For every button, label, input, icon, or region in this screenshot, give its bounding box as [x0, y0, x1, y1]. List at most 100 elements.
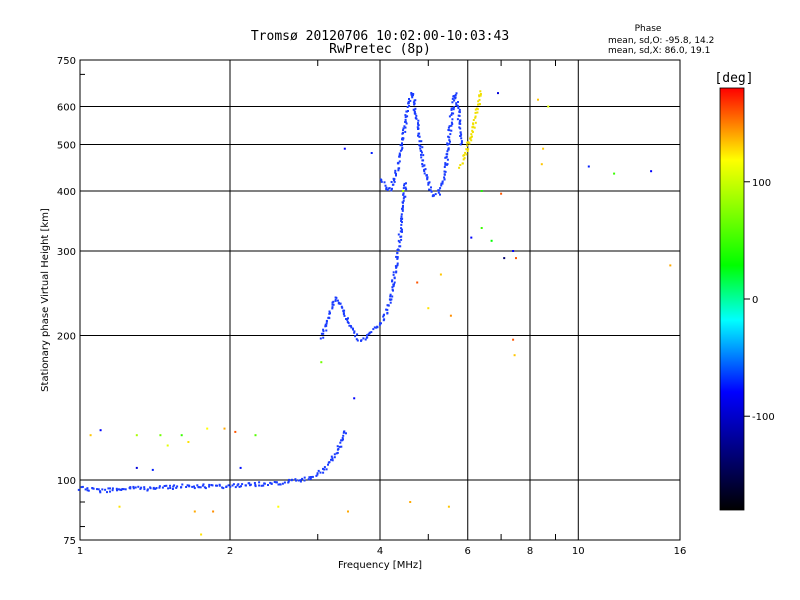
data-point [398, 160, 401, 163]
data-point [400, 213, 403, 216]
data-point [393, 180, 396, 183]
x-axis-ticks: 1 2 4 6 8 10 16 [77, 60, 686, 557]
data-point [457, 101, 459, 103]
data-point [407, 100, 410, 103]
data-point [234, 486, 237, 489]
data-point [244, 484, 247, 487]
data-point [443, 166, 446, 168]
data-point [372, 328, 375, 331]
data-point [458, 126, 461, 129]
data-point [447, 126, 450, 129]
data-point [439, 193, 441, 196]
data-point [420, 156, 423, 159]
chart-subtitle: RwPretec (8p) [329, 42, 431, 57]
data-point [397, 169, 400, 172]
data-point [471, 129, 474, 132]
data-point [440, 182, 443, 185]
data-point [480, 190, 483, 192]
data-point [188, 484, 191, 487]
data-point [134, 486, 137, 489]
data-point [391, 295, 394, 298]
data-point [449, 133, 452, 136]
data-point [411, 96, 414, 99]
data-point [411, 93, 414, 95]
data-point [474, 111, 477, 114]
data-point [406, 106, 409, 108]
data-point [253, 482, 256, 484]
data-point [322, 332, 325, 335]
data-point [445, 156, 448, 159]
data-point [391, 286, 394, 289]
data-point [104, 488, 107, 491]
data-point [419, 147, 422, 150]
data-point [303, 476, 306, 479]
data-point [439, 187, 442, 190]
data-point [398, 167, 401, 170]
data-point [401, 206, 404, 209]
data-point [444, 170, 447, 173]
data-point [400, 217, 402, 220]
data-point [391, 187, 393, 190]
data-point [106, 491, 108, 494]
data-point [402, 204, 404, 207]
data-point [212, 510, 215, 513]
data-point [342, 434, 345, 437]
data-point [392, 285, 395, 288]
data-point [322, 328, 325, 331]
data-point [392, 273, 395, 276]
data-point [477, 103, 479, 106]
colorbar-label: [deg] [714, 71, 753, 86]
data-point [455, 103, 458, 106]
data-point [310, 476, 313, 478]
data-point [99, 490, 101, 493]
data-point [240, 485, 242, 488]
data-point [115, 487, 118, 490]
data-point [341, 306, 344, 309]
data-point [443, 170, 446, 173]
data-point [480, 227, 483, 229]
data-point [294, 478, 297, 481]
data-point [426, 177, 429, 179]
data-point [404, 121, 407, 123]
data-point [458, 166, 461, 169]
data-point [430, 186, 432, 189]
data-point [172, 485, 175, 488]
data-point [427, 307, 430, 310]
data-point [479, 103, 481, 106]
data-point [542, 147, 545, 150]
data-point [459, 127, 462, 130]
data-point [476, 111, 479, 114]
data-point [420, 140, 423, 143]
data-point [241, 483, 244, 486]
data-point [347, 322, 350, 324]
data-point [458, 121, 461, 124]
data-point [109, 487, 111, 490]
data-point [413, 103, 416, 106]
data-point [135, 434, 138, 437]
data-point [453, 99, 456, 102]
data-point [229, 485, 232, 488]
chart-title: Tromsø 20120706 10:02:00-10:03:43 [251, 29, 509, 44]
data-point [378, 323, 381, 326]
data-point [467, 141, 470, 144]
data-point [478, 98, 481, 101]
data-point [185, 486, 188, 488]
data-point [444, 162, 447, 165]
data-point [460, 140, 463, 143]
data-point [97, 488, 100, 491]
data-point [322, 467, 324, 470]
data-point [91, 487, 94, 489]
data-point [423, 170, 426, 172]
data-point [441, 180, 444, 183]
data-point [463, 157, 466, 160]
data-point [338, 445, 341, 448]
data-point [390, 181, 393, 183]
data-point [201, 484, 204, 487]
data-point [208, 483, 211, 486]
data-point [402, 193, 405, 196]
data-point [382, 314, 385, 317]
data-point [198, 486, 201, 489]
data-point [403, 182, 406, 185]
data-point [287, 480, 290, 483]
data-point [395, 270, 398, 273]
